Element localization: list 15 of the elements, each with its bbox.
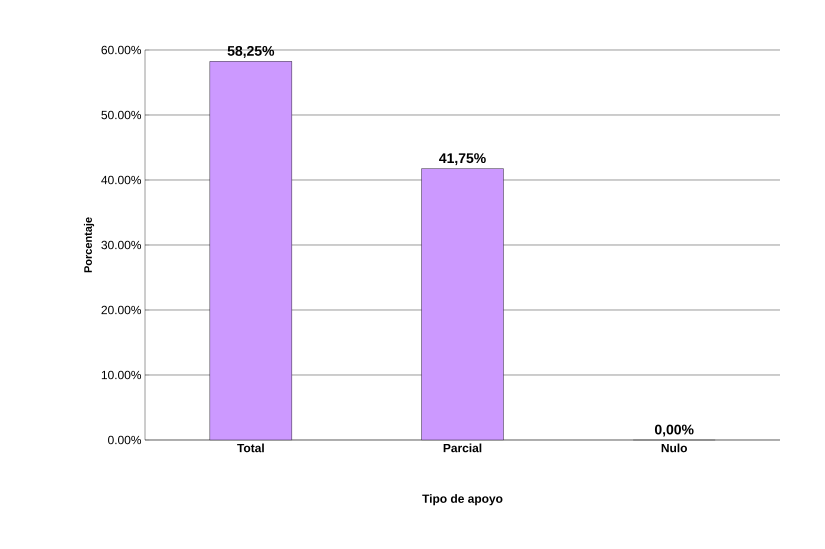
data-label: 0,00%: [654, 424, 694, 436]
y-tick-label: 0.00%: [108, 436, 142, 444]
y-tick-label: 20.00%: [102, 306, 142, 314]
x-tick-label: Nulo: [662, 444, 687, 452]
x-axis-title: Tipo de apoyo: [422, 494, 502, 506]
y-axis-title: Porcentaje: [84, 217, 94, 272]
y-tick-label: 60.00%: [102, 46, 142, 54]
x-tick-label: Total: [237, 444, 264, 452]
data-label: 41,75%: [439, 153, 486, 166]
y-tick-label: 10.00%: [102, 370, 142, 380]
y-tick-label: 40.00%: [101, 176, 142, 184]
y-tick-label: 50.00%: [101, 110, 142, 120]
x-tick-label: Parcial: [444, 444, 482, 452]
y-tick-label: 30.00%: [101, 240, 142, 250]
data-label: 58,25%: [228, 46, 274, 58]
